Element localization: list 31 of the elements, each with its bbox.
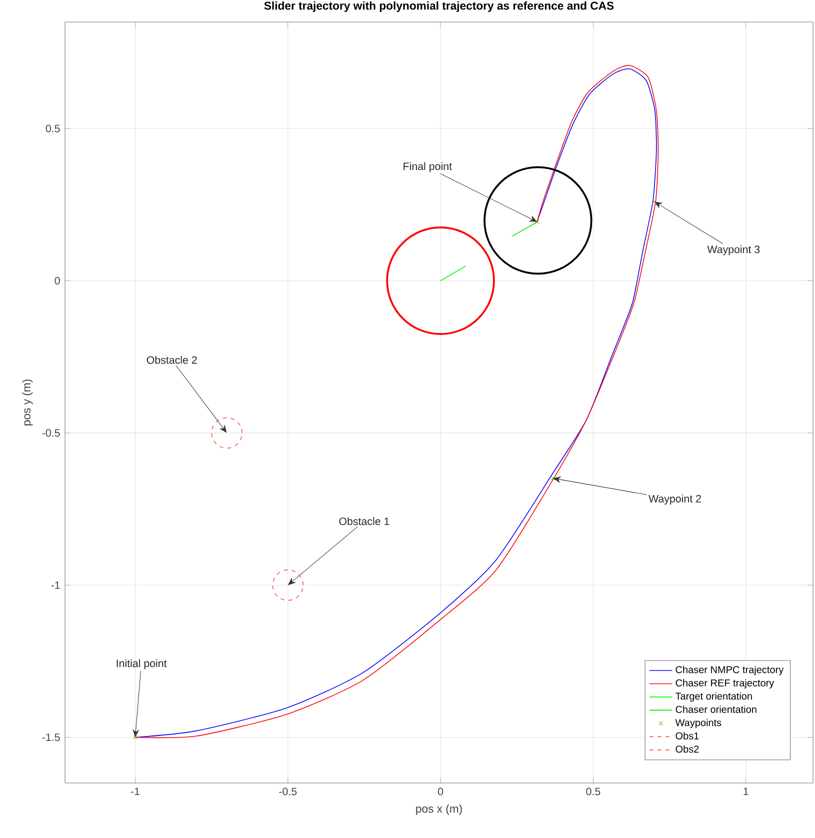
annotation: Waypoint 2 <box>648 494 701 505</box>
y-tick-label: -1.5 <box>42 734 60 742</box>
legend-label: Obs2 <box>676 745 699 753</box>
chart-title: Slider trajectory with polynomial trajectory as reference and CAS <box>264 1 614 12</box>
x-tick-label: -0.5 <box>279 788 297 796</box>
legend-label: Obs1 <box>676 732 699 740</box>
y-tick-label: -0.5 <box>42 429 60 437</box>
x-tick-label: 0 <box>438 788 444 796</box>
annotation: Obstacle 1 <box>339 517 390 526</box>
legend-label: Waypoints <box>675 718 722 728</box>
annotation: Waypoint 3 <box>707 245 760 256</box>
point <box>211 417 242 449</box>
x-tick-label: -1 <box>130 788 140 796</box>
point <box>272 570 304 601</box>
point <box>133 735 138 740</box>
x-tick-label: 1 <box>744 788 748 796</box>
annotation: Obstacle 2 <box>146 356 197 364</box>
legend-label: Chaser NMPC trajectory <box>676 666 784 676</box>
legend-label: Chaser REF trajectory <box>676 679 774 688</box>
x-axis-title: pos x (m) <box>416 804 462 815</box>
legend-label: Target orientation <box>676 692 752 702</box>
annotation: Final point <box>404 162 452 172</box>
y-tick-label: -1 <box>51 581 60 589</box>
y-tick-label: 0.5 <box>46 124 60 132</box>
point <box>652 199 656 204</box>
y-tick-label: 0 <box>54 276 60 285</box>
x-tick-label: 0.5 <box>586 788 600 796</box>
annotation: Initial point <box>116 659 167 670</box>
y-axis-title: pos y (m) <box>22 380 33 426</box>
legend-label: Chaser orientation <box>676 706 756 713</box>
point <box>550 476 556 480</box>
